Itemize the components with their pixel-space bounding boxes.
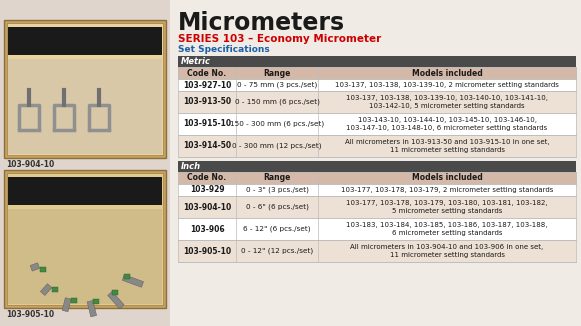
Bar	[112, 290, 118, 295]
Text: 6 - 12" (6 pcs./set): 6 - 12" (6 pcs./set)	[243, 226, 311, 232]
Bar	[8, 177, 162, 205]
Bar	[178, 79, 576, 91]
Text: 0 - 300 mm (12 pcs./set): 0 - 300 mm (12 pcs./set)	[232, 143, 322, 149]
Bar	[8, 209, 162, 304]
Text: 103-915-10: 103-915-10	[183, 120, 231, 128]
Text: Metric: Metric	[181, 57, 211, 66]
Bar	[62, 298, 71, 312]
Bar	[8, 59, 162, 154]
Bar	[178, 196, 576, 218]
Text: 103-183, 103-184, 103-185, 103-186, 103-187, 103-188,
6 micrometer setting stand: 103-183, 103-184, 103-185, 103-186, 103-…	[346, 222, 548, 236]
Text: 103-904-10: 103-904-10	[6, 160, 54, 169]
Text: 103-906: 103-906	[189, 225, 224, 233]
Bar	[178, 161, 576, 172]
Bar	[4, 170, 166, 308]
Bar	[8, 27, 162, 55]
Bar	[178, 91, 576, 113]
Text: 0 - 150 mm (6 pcs./set): 0 - 150 mm (6 pcs./set)	[235, 99, 320, 105]
Bar	[71, 298, 77, 303]
Text: 0 - 6" (6 pcs./set): 0 - 6" (6 pcs./set)	[246, 204, 309, 210]
Text: 103-905-10: 103-905-10	[183, 246, 231, 256]
Bar	[93, 299, 99, 304]
Text: Range: Range	[263, 68, 290, 78]
Bar	[178, 113, 576, 135]
Text: 103-913-50: 103-913-50	[183, 97, 231, 107]
Text: 150 - 300 mm (6 pcs./set): 150 - 300 mm (6 pcs./set)	[230, 121, 324, 127]
Bar	[178, 218, 576, 240]
Text: Models included: Models included	[411, 68, 482, 78]
Text: Models included: Models included	[411, 173, 482, 183]
Bar	[178, 172, 576, 184]
Bar	[52, 287, 58, 292]
Text: 103-929: 103-929	[189, 185, 224, 195]
Bar	[107, 291, 124, 309]
Text: Code No.: Code No.	[188, 173, 227, 183]
Bar	[122, 274, 144, 287]
Bar	[87, 301, 96, 317]
Text: 103-904-10: 103-904-10	[183, 202, 231, 212]
Bar	[178, 184, 576, 196]
Text: Code No.: Code No.	[188, 68, 227, 78]
Text: All micrometers in 103-913-50 and 103-915-10 in one set,
11 micrometer setting s: All micrometers in 103-913-50 and 103-91…	[345, 139, 549, 153]
Bar	[7, 23, 163, 155]
Text: 103-905-10: 103-905-10	[6, 310, 54, 319]
Bar	[7, 173, 163, 305]
Text: 103-143-10, 103-144-10, 103-145-10, 103-146-10,
103-147-10, 103-148-10, 6 microm: 103-143-10, 103-144-10, 103-145-10, 103-…	[346, 117, 548, 131]
Bar	[30, 263, 40, 271]
Text: Range: Range	[263, 173, 290, 183]
Text: 0 - 75 mm (3 pcs./set): 0 - 75 mm (3 pcs./set)	[237, 82, 317, 88]
Text: SERIES 103 – Economy Micrometer: SERIES 103 – Economy Micrometer	[178, 34, 381, 44]
Text: 103-914-50: 103-914-50	[183, 141, 231, 151]
Text: 0 - 12" (12 pcs./set): 0 - 12" (12 pcs./set)	[241, 248, 313, 254]
Text: 103-137, 103-138, 103-139-10, 103-140-10, 103-141-10,
103-142-10, 5 micrometer s: 103-137, 103-138, 103-139-10, 103-140-10…	[346, 95, 548, 109]
Text: 0 - 3" (3 pcs./set): 0 - 3" (3 pcs./set)	[246, 187, 309, 193]
Text: Set Specifications: Set Specifications	[178, 45, 270, 54]
Bar	[41, 284, 52, 295]
Bar	[178, 56, 576, 67]
Bar	[124, 274, 130, 279]
Bar	[4, 20, 166, 158]
Bar	[178, 135, 576, 157]
Text: All micrometers in 103-904-10 and 103-906 in one set,
11 micrometer setting stan: All micrometers in 103-904-10 and 103-90…	[350, 244, 544, 258]
Bar	[178, 240, 576, 262]
Text: 103-137, 103-138, 103-139-10, 2 micrometer setting standards: 103-137, 103-138, 103-139-10, 2 micromet…	[335, 82, 559, 88]
Text: 103-177, 103-178, 103-179, 103-180, 103-181, 103-182,
5 micrometer setting stand: 103-177, 103-178, 103-179, 103-180, 103-…	[346, 200, 548, 214]
Text: 103-177, 103-178, 103-179, 2 micrometer setting standards: 103-177, 103-178, 103-179, 2 micrometer …	[341, 187, 553, 193]
Text: Inch: Inch	[181, 162, 201, 171]
Text: Micrometers: Micrometers	[178, 11, 345, 35]
Bar	[178, 67, 576, 79]
Bar	[0, 0, 170, 326]
Text: 103-927-10: 103-927-10	[183, 81, 231, 90]
Bar	[40, 267, 46, 273]
